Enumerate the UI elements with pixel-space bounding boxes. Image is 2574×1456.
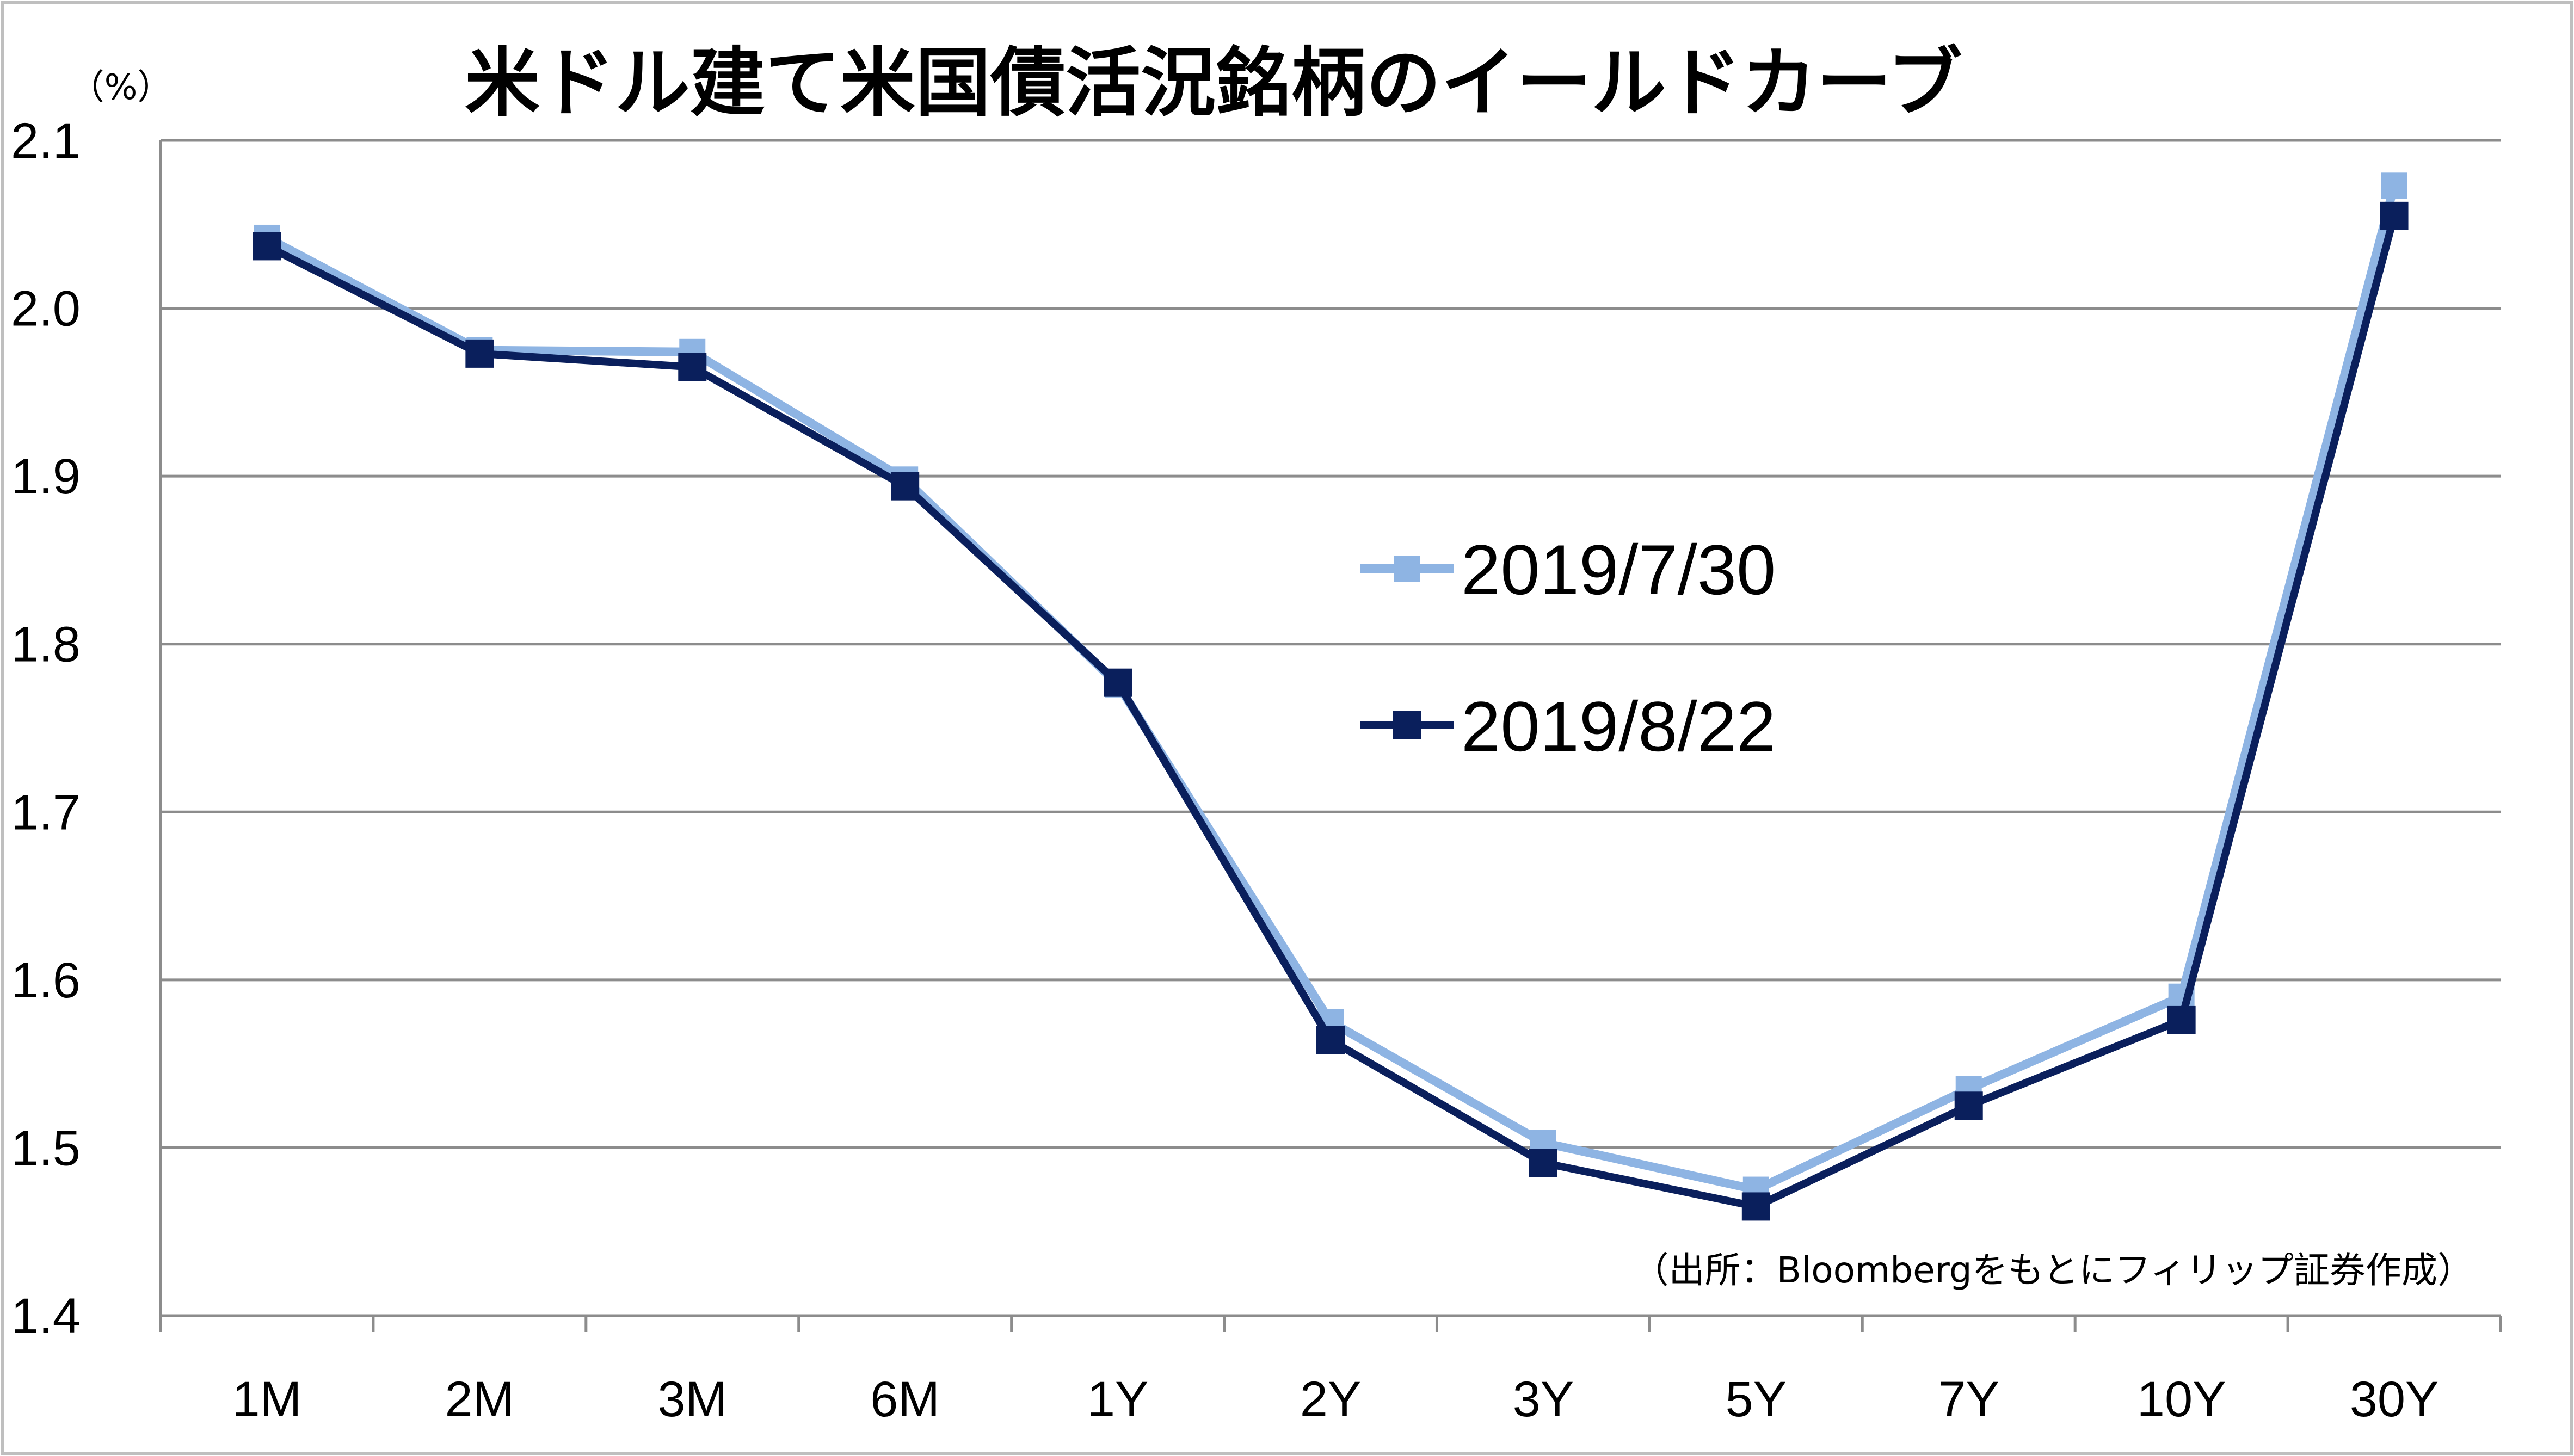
x-tick-label: 2Y — [1300, 1372, 1362, 1427]
y-tick-label: 1.5 — [11, 1120, 81, 1176]
y-tick-label: 2.0 — [11, 281, 81, 337]
y-tick-label: 1.8 — [11, 617, 81, 673]
data-point — [1955, 1091, 1983, 1120]
data-point — [891, 472, 919, 501]
x-tick-label: 30Y — [2350, 1372, 2439, 1427]
x-tick-label: 3M — [657, 1372, 727, 1427]
legend-marker — [1393, 711, 1421, 739]
legend-marker — [1394, 556, 1420, 582]
source-note: （出所：Bloombergをもとにフィリップ証券作成） — [1633, 1249, 2473, 1291]
legend-label: 2019/8/22 — [1461, 687, 1776, 766]
x-tick-label: 7Y — [1938, 1372, 1999, 1427]
y-tick-label: 1.4 — [11, 1288, 81, 1344]
y-unit-label: （%） — [70, 67, 173, 108]
chart-title: 米ドル建て米国債活況銘柄のイールドカーブ — [465, 39, 1962, 127]
y-tick-label: 1.9 — [11, 449, 81, 504]
y-tick-label: 1.6 — [11, 953, 81, 1008]
data-point — [2167, 1006, 2196, 1034]
x-tick-label: 1M — [232, 1372, 302, 1427]
data-point — [1742, 1192, 1770, 1220]
data-point — [2381, 172, 2407, 199]
legend-label: 2019/7/30 — [1461, 530, 1776, 609]
x-tick-label: 6M — [870, 1372, 940, 1427]
data-point — [465, 340, 494, 368]
data-point — [678, 353, 706, 381]
x-tick-label: 5Y — [1726, 1372, 1787, 1427]
x-tick-label: 1Y — [1087, 1372, 1149, 1427]
data-point — [1529, 1149, 1557, 1177]
x-tick-label: 10Y — [2137, 1372, 2226, 1427]
x-tick-label: 3Y — [1513, 1372, 1574, 1427]
y-tick-label: 1.7 — [11, 785, 81, 840]
data-point — [2380, 202, 2409, 230]
data-point — [1316, 1026, 1345, 1054]
data-point — [1104, 669, 1132, 697]
x-tick-label: 2M — [445, 1372, 514, 1427]
y-tick-label: 2.1 — [11, 113, 81, 169]
data-point — [253, 232, 281, 260]
